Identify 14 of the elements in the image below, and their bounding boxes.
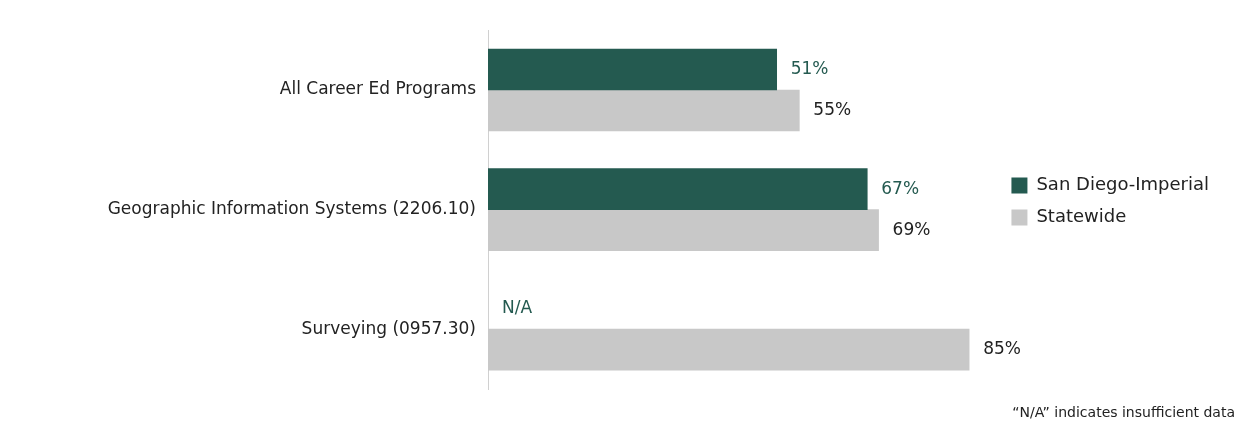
text: N/A bbox=[502, 297, 533, 318]
data-label: 85% bbox=[983, 338, 1021, 359]
data-label: 67% bbox=[881, 177, 920, 198]
legend-label: San Diego-Imperial bbox=[1036, 173, 1210, 195]
data-label: 69% bbox=[892, 218, 931, 239]
y-tick-label: Geographic Information Systems (2206.10) bbox=[107, 198, 476, 219]
bar bbox=[488, 48, 778, 91]
y-tick-label: All Career Ed Programs bbox=[279, 78, 477, 99]
text: “N/A” indicates insufficient data bbox=[1012, 403, 1235, 420]
bar bbox=[488, 168, 868, 210]
legend-label: Statewide bbox=[1036, 205, 1127, 227]
data-label: 55% bbox=[813, 98, 852, 119]
data-label: 51% bbox=[790, 57, 829, 78]
y-tick-label: Surveying (0957.30) bbox=[301, 317, 476, 338]
